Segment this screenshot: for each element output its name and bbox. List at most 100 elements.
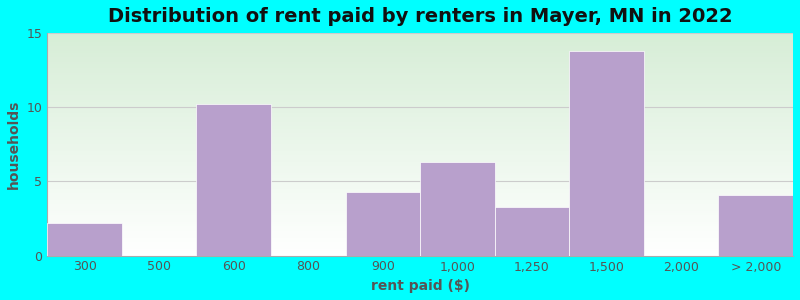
- Bar: [47, 38, 793, 40]
- Bar: [47, 82, 793, 84]
- Bar: [47, 176, 793, 178]
- Bar: [47, 178, 793, 180]
- Bar: [47, 254, 793, 256]
- Bar: [47, 198, 793, 200]
- Bar: [47, 69, 793, 71]
- Bar: [47, 216, 793, 218]
- Bar: [47, 155, 793, 158]
- Bar: [47, 135, 793, 138]
- Bar: [47, 211, 793, 213]
- Bar: [47, 222, 793, 224]
- Bar: [47, 160, 793, 162]
- Bar: [47, 202, 793, 204]
- Bar: [47, 249, 793, 251]
- Bar: [47, 62, 793, 64]
- Bar: [47, 64, 793, 66]
- Bar: [47, 53, 793, 55]
- Bar: [47, 89, 793, 91]
- Bar: [47, 106, 793, 109]
- Bar: [47, 75, 793, 78]
- Bar: [494, 207, 570, 256]
- Bar: [47, 233, 793, 236]
- Bar: [47, 184, 793, 187]
- Bar: [47, 224, 793, 227]
- Bar: [47, 196, 793, 198]
- Bar: [47, 66, 793, 69]
- Bar: [570, 51, 644, 256]
- Bar: [47, 238, 793, 240]
- Bar: [47, 71, 793, 73]
- Bar: [47, 49, 793, 51]
- Bar: [47, 111, 793, 113]
- Bar: [47, 251, 793, 254]
- Bar: [47, 171, 793, 173]
- Bar: [47, 240, 793, 242]
- Bar: [47, 100, 793, 102]
- Bar: [47, 193, 793, 196]
- Bar: [47, 113, 793, 116]
- Bar: [47, 227, 793, 229]
- Bar: [47, 86, 793, 89]
- Bar: [346, 192, 420, 256]
- Bar: [47, 147, 793, 149]
- Bar: [47, 102, 793, 104]
- Bar: [47, 40, 793, 42]
- Bar: [47, 116, 793, 118]
- Bar: [47, 236, 793, 238]
- Bar: [47, 42, 793, 44]
- Y-axis label: households: households: [7, 100, 21, 189]
- Bar: [47, 35, 793, 38]
- Bar: [47, 98, 793, 100]
- Bar: [47, 129, 793, 131]
- Bar: [47, 80, 793, 82]
- Bar: [47, 55, 793, 58]
- Bar: [47, 149, 793, 151]
- Bar: [47, 73, 793, 75]
- Bar: [47, 231, 793, 233]
- Bar: [47, 164, 793, 166]
- Bar: [47, 120, 793, 122]
- Bar: [47, 180, 793, 182]
- Bar: [47, 131, 793, 133]
- Bar: [47, 229, 793, 231]
- Bar: [47, 242, 793, 244]
- Bar: [47, 46, 793, 49]
- Bar: [47, 162, 793, 164]
- Bar: [47, 187, 793, 189]
- Bar: [47, 51, 793, 53]
- Bar: [47, 127, 793, 129]
- Bar: [47, 33, 793, 35]
- Bar: [47, 95, 793, 98]
- Bar: [47, 124, 793, 127]
- X-axis label: rent paid ($): rent paid ($): [370, 279, 470, 293]
- Bar: [47, 220, 793, 222]
- Bar: [47, 93, 793, 95]
- Bar: [47, 91, 793, 93]
- Bar: [47, 209, 793, 211]
- Bar: [47, 44, 793, 46]
- Bar: [47, 200, 793, 202]
- Bar: [47, 58, 793, 60]
- Bar: [47, 213, 793, 216]
- Bar: [47, 218, 793, 220]
- Title: Distribution of rent paid by renters in Mayer, MN in 2022: Distribution of rent paid by renters in …: [108, 7, 733, 26]
- Bar: [47, 182, 793, 184]
- Bar: [47, 207, 793, 209]
- Bar: [47, 104, 793, 106]
- Bar: [47, 153, 793, 155]
- Bar: [47, 191, 793, 193]
- Bar: [47, 140, 793, 142]
- Bar: [47, 142, 793, 144]
- Bar: [47, 244, 793, 247]
- Bar: [47, 138, 793, 140]
- Bar: [718, 195, 793, 256]
- Bar: [47, 247, 793, 249]
- Bar: [47, 151, 793, 153]
- Bar: [47, 78, 793, 80]
- Bar: [47, 189, 793, 191]
- Bar: [47, 167, 793, 169]
- Bar: [47, 169, 793, 171]
- Bar: [47, 122, 793, 124]
- Bar: [47, 173, 793, 175]
- Bar: [47, 60, 793, 62]
